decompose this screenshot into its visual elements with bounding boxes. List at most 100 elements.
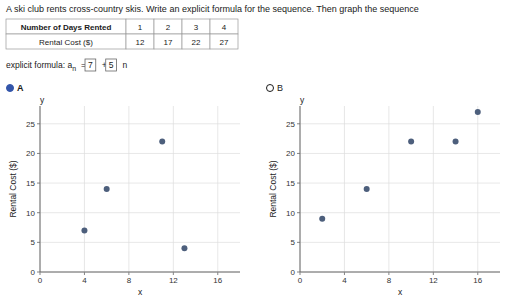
tick-label: 0	[291, 268, 296, 277]
x-axis-line	[40, 272, 240, 273]
table-cell	[182, 19, 210, 34]
table-cell	[182, 34, 210, 49]
grid-line	[173, 106, 174, 272]
x-axis-label: x	[398, 287, 403, 297]
grid-line	[300, 153, 500, 154]
tick-label: 8	[387, 276, 392, 285]
chart-title: B	[277, 83, 283, 93]
tick-label: 25	[286, 120, 295, 129]
grid-line	[128, 106, 129, 272]
tick-label: 5	[31, 238, 36, 247]
table-cell	[126, 19, 154, 34]
table-text: 27	[220, 38, 229, 47]
y-axis-label: Rental Cost ($)	[8, 160, 18, 217]
table-cell	[210, 34, 238, 49]
point	[104, 186, 110, 192]
table-cell	[6, 34, 126, 49]
table-cell	[154, 19, 182, 34]
chart-title: A	[17, 83, 24, 93]
tick-label: 12	[429, 276, 438, 285]
tick-label: 4	[82, 276, 87, 285]
formula-box	[85, 59, 96, 71]
point	[364, 186, 370, 192]
grid-line	[40, 153, 240, 154]
formula-boxed-term: 5	[109, 60, 114, 70]
grid-line	[40, 242, 240, 243]
table-cell	[6, 19, 126, 34]
tick-label: 5	[291, 238, 296, 247]
table-text: 3	[194, 23, 199, 32]
table-cell	[210, 19, 238, 34]
tick-label: 10	[286, 209, 295, 218]
table-text: 2	[166, 23, 171, 32]
tick-label: 0	[31, 268, 36, 277]
formula-text: explicit formula: a	[6, 60, 72, 70]
tick-label: 12	[169, 276, 178, 285]
title: A ski club rents cross-country skis. Wri…	[6, 4, 419, 14]
y-axis-label: Rental Cost ($)	[268, 160, 278, 217]
point	[159, 139, 165, 145]
chart: A04812160510152025xRental Cost ($)y	[7, 83, 241, 297]
table-cell	[126, 34, 154, 49]
table-text: 22	[192, 38, 201, 47]
table-text: Number of Days Rented	[21, 23, 112, 32]
grid-line	[40, 183, 240, 184]
grid-line	[84, 106, 85, 272]
point	[81, 228, 87, 234]
grid-line	[300, 242, 500, 243]
grid-line	[40, 272, 240, 273]
tick-label: 16	[473, 276, 482, 285]
plot-area	[300, 106, 500, 272]
point	[475, 109, 481, 115]
page: A ski club rents cross-country skis. Wri…	[0, 0, 518, 307]
axis-annotation: y	[40, 95, 45, 105]
tick-label: 0	[298, 276, 303, 285]
formula-boxed-term: 7	[88, 60, 93, 70]
grid-line	[300, 106, 301, 272]
axis-annotation: y	[300, 95, 305, 105]
table-text: 1	[138, 23, 143, 32]
grid-line	[300, 123, 500, 124]
point	[408, 139, 414, 145]
tick-label: 0	[38, 276, 43, 285]
tick-label: 8	[127, 276, 132, 285]
table-text: 17	[164, 38, 173, 47]
formula-text: n	[72, 65, 76, 72]
grid-line	[300, 183, 500, 184]
tick-label: 25	[26, 120, 35, 129]
tick-label: 20	[286, 149, 295, 158]
y-axis-line	[300, 106, 301, 272]
x-axis-line	[300, 272, 500, 273]
grid-line	[477, 106, 478, 272]
tick-label: 10	[26, 209, 35, 218]
table-text: Rental Cost ($)	[39, 38, 93, 47]
tick-label: 15	[26, 179, 35, 188]
points	[319, 109, 481, 222]
tick-label: 16	[213, 276, 222, 285]
table-text: 12	[136, 38, 145, 47]
tick-label: 15	[286, 179, 295, 188]
y-axis-line	[40, 106, 41, 272]
radio[interactable]	[267, 85, 274, 92]
point	[453, 139, 459, 145]
grid-line	[300, 272, 500, 273]
grid-line	[40, 106, 41, 272]
grid-line	[217, 106, 218, 272]
tick-label: 4	[342, 276, 347, 285]
grid-line	[344, 106, 345, 272]
point	[181, 245, 187, 251]
grid-line	[40, 212, 240, 213]
point	[319, 216, 325, 222]
formula-text: n	[122, 60, 127, 70]
radio[interactable]	[7, 85, 14, 92]
chart: B 0 4 8 12 16 0 5 10 15 20 25 x Rental Cost ($) y	[267, 83, 501, 297]
table-text: 4	[222, 23, 227, 32]
grid-line	[40, 123, 240, 124]
points	[81, 139, 187, 252]
tick-label: 20	[26, 149, 35, 158]
grid-line	[433, 106, 434, 272]
grid-line	[388, 106, 389, 272]
formula-box	[106, 59, 117, 71]
table-cell	[154, 34, 182, 49]
plot-area	[40, 106, 240, 272]
